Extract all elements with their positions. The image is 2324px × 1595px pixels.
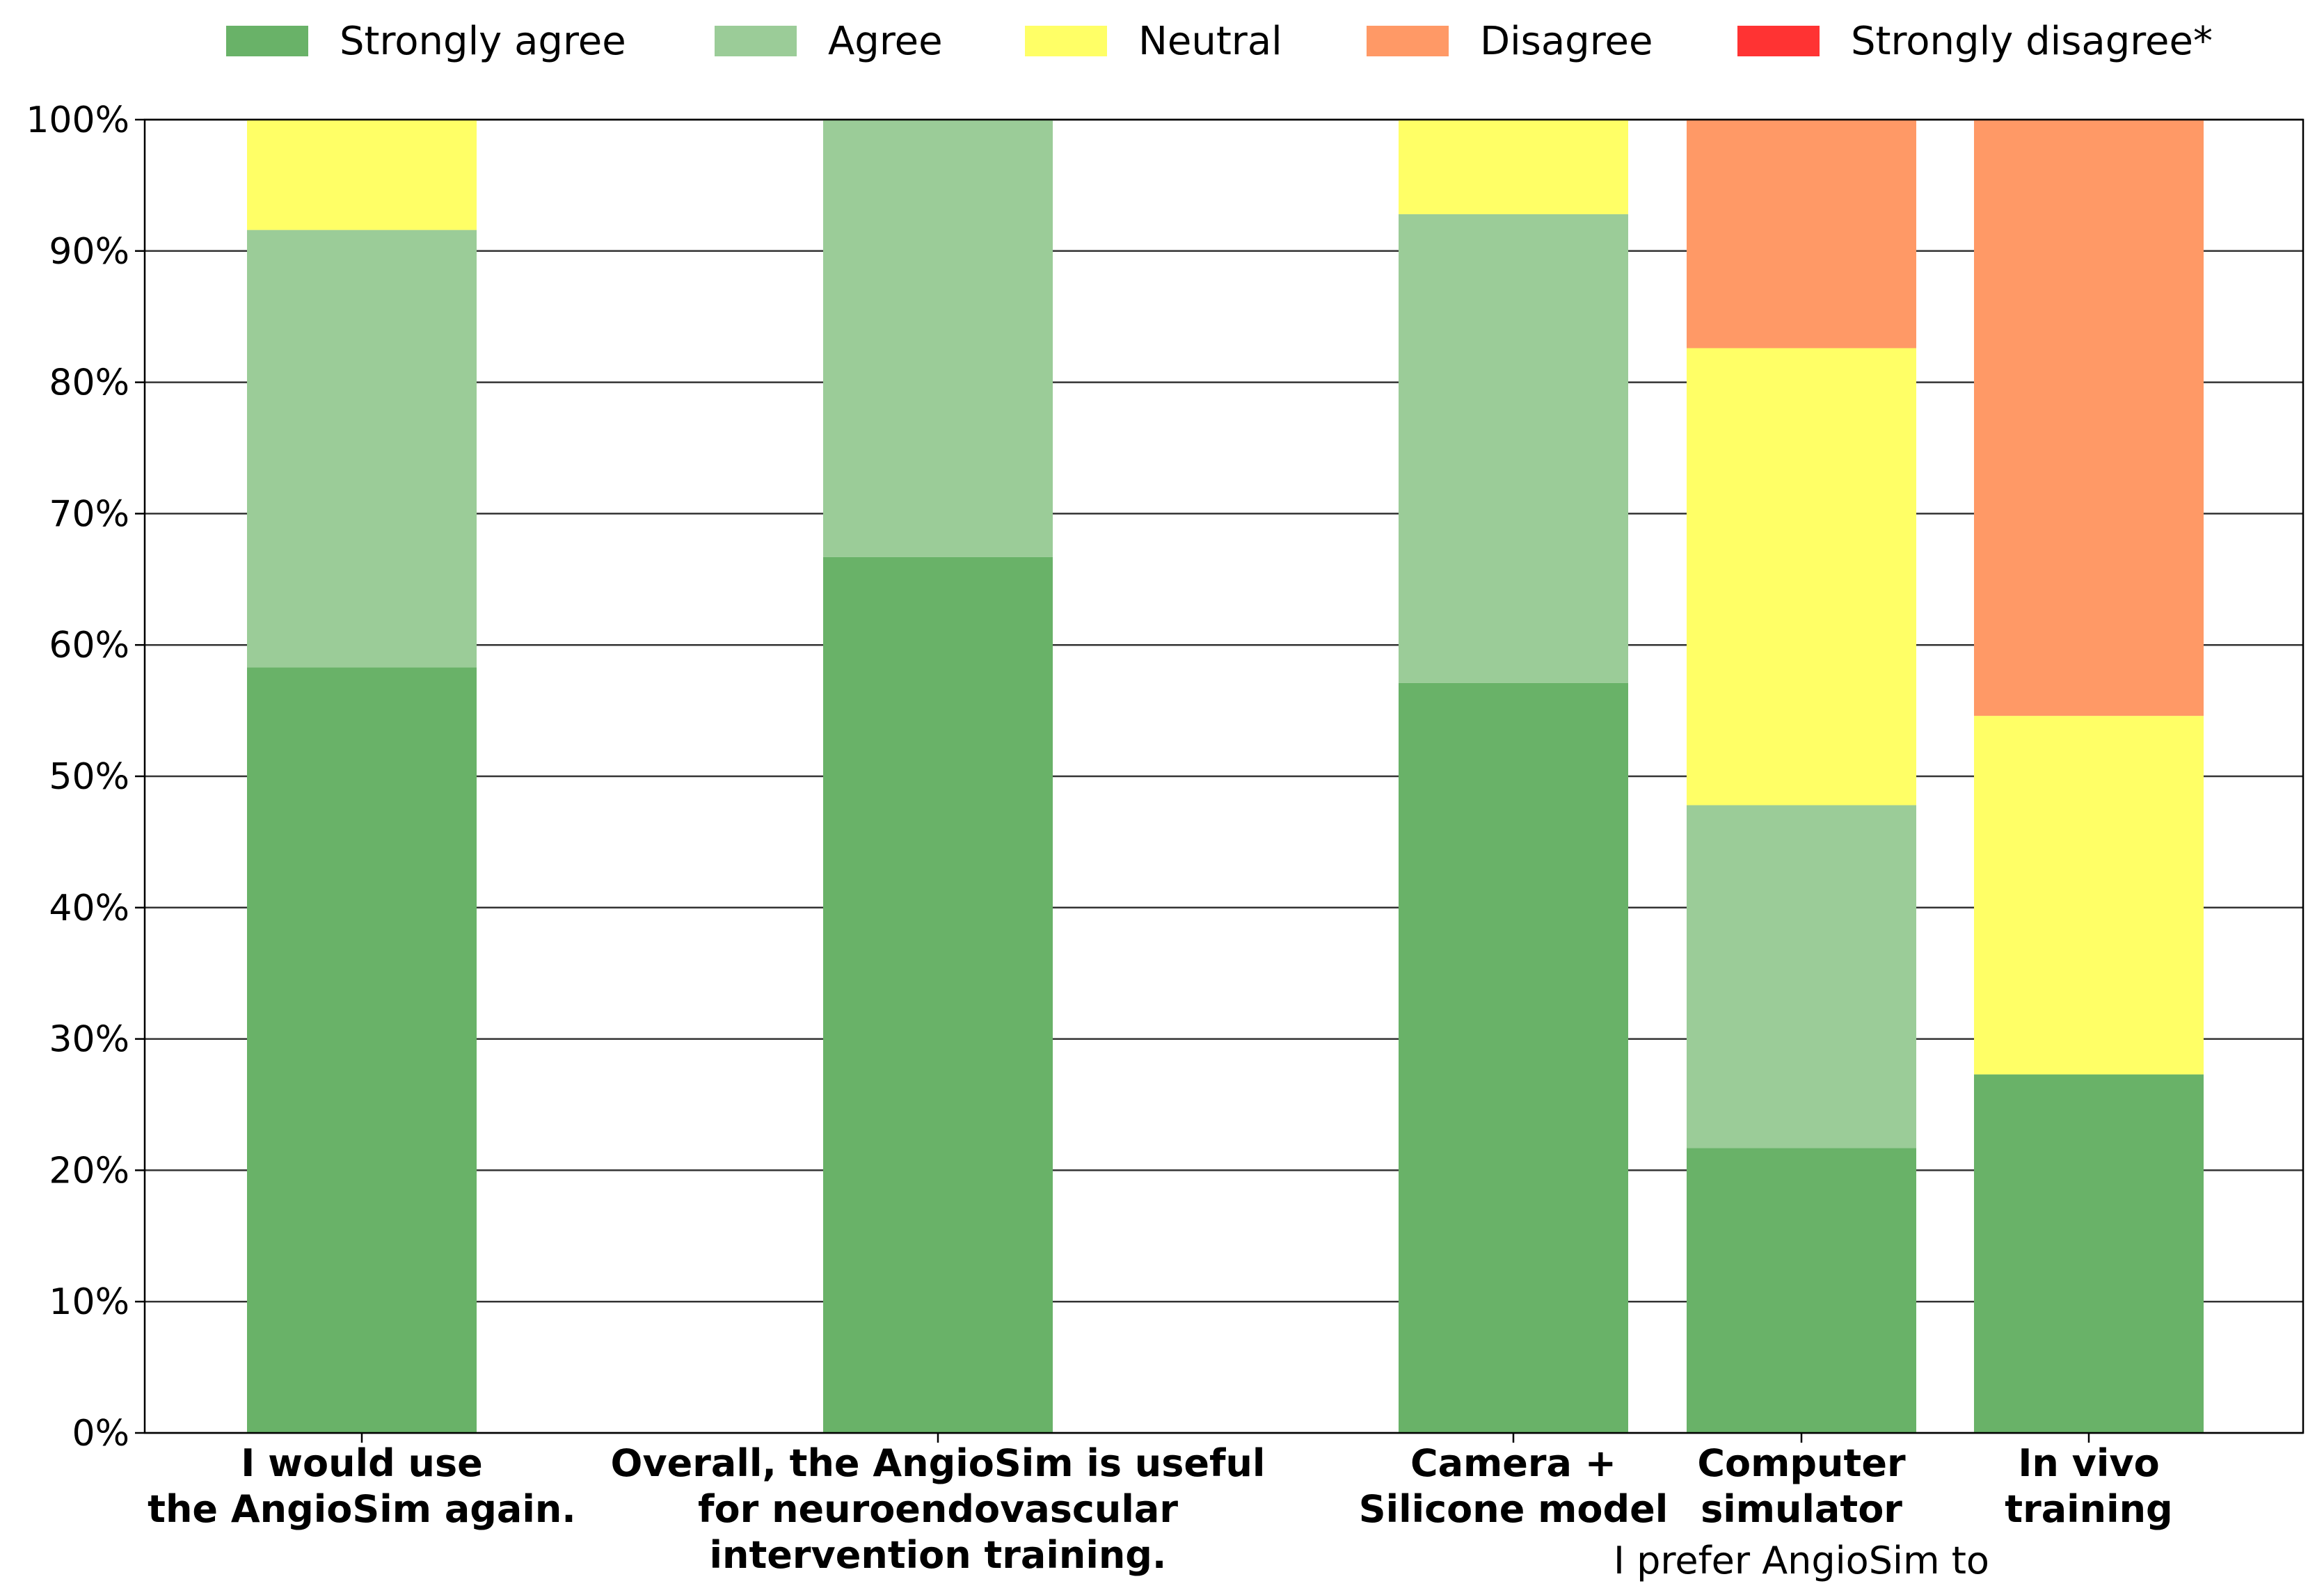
legend-label-neutral: Neutral — [1138, 19, 1282, 64]
legend-label-strongly-disagree: Strongly disagree* — [1851, 19, 2213, 64]
y-tick-label: 0% — [72, 1413, 130, 1454]
bar-camera-strongly-agree — [1399, 682, 1628, 1433]
y-tick-label: 80% — [49, 362, 129, 404]
y-tick-labels: 0% 10% 20% 30% 40% 50% 60% 70% 80% 90% 100% — [26, 99, 129, 1454]
bar-camera-agree — [1399, 214, 1628, 683]
bar-computer-agree — [1687, 805, 1916, 1148]
bars — [247, 120, 2204, 1433]
legend: Strongly agree Agree Neutral Disagree Strong… — [226, 19, 2213, 64]
legend-label-strongly-agree: Strongly agree — [340, 19, 626, 64]
bar-in-vivo-strongly-agree — [1974, 1074, 2204, 1433]
x-tick-label-in-vivo: In vivo training — [2005, 1441, 2172, 1531]
x-tick-label-computer: Computer simulator — [1697, 1441, 1906, 1531]
legend-label-agree: Agree — [828, 19, 943, 64]
bar-computer-neutral — [1687, 348, 1916, 805]
x-tick-label-overall-the-angiosim-is-useful: Overall, the AngioSim is useful for neuro… — [611, 1441, 1266, 1577]
y-tick-label: 40% — [49, 888, 129, 929]
legend-swatch-strongly-agree — [226, 26, 308, 56]
axes — [135, 118, 2305, 1443]
x-tick-label-camera: Camera + Silicone model — [1359, 1441, 1669, 1531]
bar-i-would-use-strongly-agree — [247, 667, 477, 1433]
bar-i-would-use-neutral — [247, 120, 477, 230]
bar-computer-strongly-agree — [1687, 1148, 1916, 1433]
y-tick-label: 60% — [49, 625, 129, 666]
legend-swatch-strongly-disagree — [1737, 26, 1820, 56]
legend-label-disagree: Disagree — [1480, 19, 1653, 64]
y-tick-label: 100% — [26, 99, 129, 141]
bar-overall-the-angiosim-is-useful-strongly-agree — [823, 556, 1053, 1433]
x-tick-labels: I would use the AngioSim again. Overall, t… — [148, 1441, 2173, 1582]
legend-swatch-disagree — [1367, 26, 1449, 56]
legend-swatch-neutral — [1025, 26, 1107, 56]
y-tick-label: 10% — [49, 1281, 129, 1323]
bar-in-vivo-neutral — [1974, 716, 2204, 1075]
bar-overall-the-angiosim-is-useful-agree — [823, 120, 1053, 557]
y-tick-label: 50% — [49, 756, 129, 798]
x-tick-label-i-would-use: I would use the AngioSim again. — [148, 1441, 576, 1531]
legend-swatch-agree — [715, 26, 797, 56]
y-tick-label: 90% — [49, 231, 129, 273]
bar-camera-neutral — [1399, 120, 1628, 214]
y-tick-label: 30% — [49, 1019, 129, 1061]
bar-computer-disagree — [1687, 120, 1916, 348]
bar-in-vivo-disagree — [1974, 120, 2204, 716]
y-tick-label: 70% — [49, 493, 129, 535]
group-label: I prefer AngioSim to — [1614, 1539, 1989, 1582]
bar-i-would-use-agree — [247, 230, 477, 668]
y-tick-label: 20% — [49, 1150, 129, 1192]
